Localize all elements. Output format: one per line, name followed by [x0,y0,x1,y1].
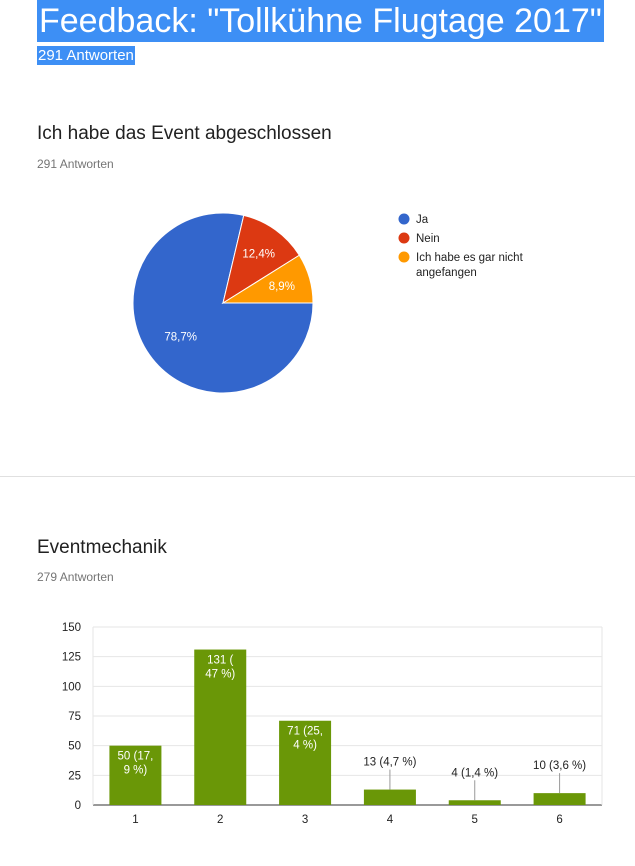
pie-slice-not-started [221,254,314,304]
bar-value-label: 47 %) [205,669,235,681]
pie-slice-ja-label: 78,7% [164,331,197,343]
bar-value-label: 13 (4,7 %) [363,757,416,769]
page-title: Feedback: "Tollkühne Flugtage 2017" [37,0,604,42]
y-tick-label: 25 [68,770,81,782]
y-tick-label: 0 [75,800,81,812]
question-title-event-completed: Ich habe das Event abgeschlossen [37,123,332,144]
bar-3 [279,720,332,805]
bar-6 [533,793,586,805]
bar-1 [109,745,162,805]
x-tick-label: 3 [302,814,308,826]
question-response-count: 291 Antworten [37,157,114,171]
y-tick-label: 125 [62,652,81,664]
y-tick-label: 75 [68,711,81,723]
question-title-event-mechanics: Eventmechanik [37,537,167,558]
bar-value-label: 9 %) [124,765,148,777]
legend-marker [398,232,410,244]
bar-value-label: 131 ( [207,655,233,667]
pie-slice-nein [222,214,300,305]
bar-4 [363,789,416,805]
legend-marker [398,213,410,225]
bar-value-label: 10 (3,6 %) [533,760,586,772]
legend-entry: Ich habe es gar nicht [416,252,524,264]
x-tick-label: 4 [387,814,394,826]
bar-5 [448,800,501,805]
section-divider [0,476,635,477]
question-response-count: 279 Antworten [37,570,114,584]
legend-entry: angefangen [416,267,477,279]
page-response-count: 291 Antworten [37,46,135,65]
legend-entry: Ja [416,214,429,226]
x-tick-label: 6 [556,814,562,826]
bar-value-label: 71 (25, [287,726,323,738]
x-tick-label: 5 [472,814,478,826]
bar-2 [194,649,247,805]
pie-slice-nein-label: 12,4% [242,248,275,260]
bar-value-label: 4 (1,4 %) [451,767,498,779]
bar-chart: 0 25 50 75 100 125 150 50 (17, 9 %) 1 131 ( 47 %) 2 7… [62,622,603,826]
x-tick-label: 1 [132,814,138,826]
bar-value-label: 4 %) [293,740,317,752]
legend-marker [398,251,410,263]
pie-slice-not-started-label: 8,9% [269,281,295,293]
y-tick-label: 100 [62,681,81,693]
y-tick-label: 150 [62,622,81,634]
y-tick-label: 50 [68,741,81,753]
legend-entry: Nein [416,233,440,245]
bar-value-label: 50 (17, [118,751,154,763]
x-tick-label: 2 [217,814,223,826]
pie-chart: 78,7% 12,4% 8,9% Ja Nein Ich habe es gar nich… [132,212,524,394]
